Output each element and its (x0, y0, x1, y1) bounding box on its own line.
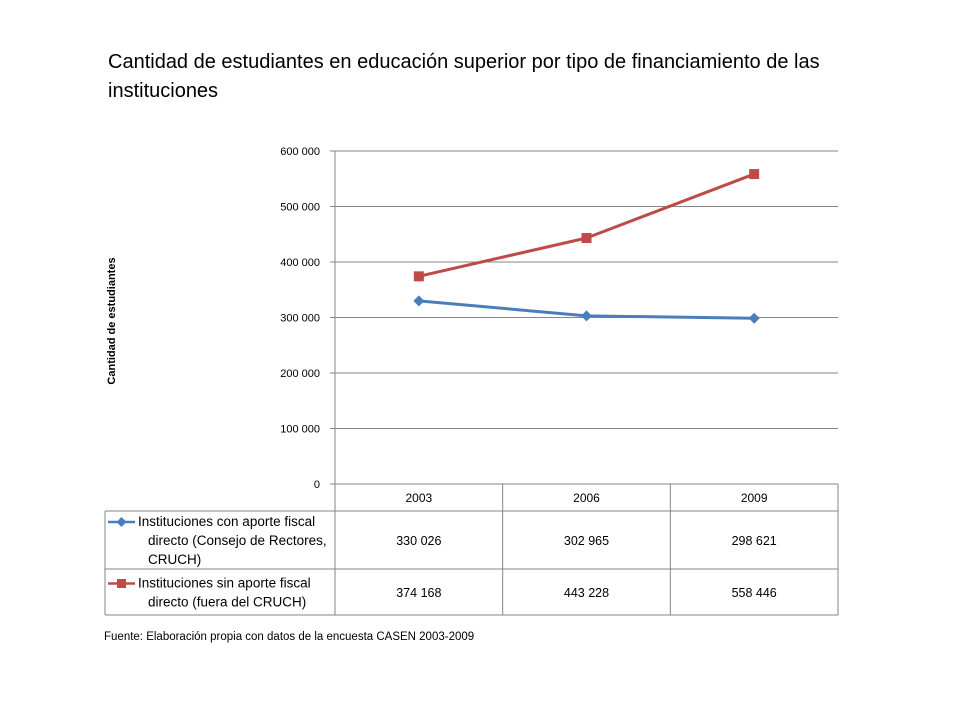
y-tick-label: 500 000 (280, 202, 320, 214)
data-table-value: 374 168 (396, 586, 441, 600)
y-tick-label: 100 000 (280, 424, 320, 436)
x-category-label: 2006 (573, 491, 600, 505)
legend-entry-text: CRUCH) (148, 552, 201, 567)
data-table-value: 298 621 (732, 534, 777, 548)
data-point-marker (748, 312, 760, 324)
chart-title: Cantidad de estudiantes en educación sup… (108, 51, 820, 102)
y-tick-label: 0 (314, 479, 320, 491)
y-tick-label: 300 000 (280, 313, 320, 325)
y-tick-label: 600 000 (280, 146, 320, 158)
legend-entry-text: Instituciones sin aporte fiscal (138, 576, 311, 591)
y-tick-label: 200 000 (280, 368, 320, 380)
legend-key-marker (116, 517, 127, 527)
source-note: Fuente: Elaboración propia con datos de … (104, 631, 475, 643)
y-tick-label: 400 000 (280, 257, 320, 269)
data-table-value: 302 965 (564, 534, 609, 548)
data-point-marker (749, 169, 760, 180)
data-table-value: 558 446 (732, 586, 777, 600)
legend-entry-text: directo (fuera del CRUCH) (148, 595, 306, 610)
series-line (418, 172, 755, 278)
legend-entry-text: Instituciones con aporte fiscal (138, 514, 315, 529)
data-point-marker (581, 233, 592, 244)
data-point-marker (413, 271, 424, 282)
data-point-marker (413, 295, 425, 307)
data-point-marker (581, 310, 592, 322)
legend-key-marker (117, 579, 126, 588)
data-table-value: 330 026 (396, 534, 441, 548)
data-table-value: 443 228 (564, 586, 609, 600)
x-category-label: 2009 (741, 491, 768, 505)
x-category-label: 2003 (405, 491, 432, 505)
legend-entry-text: directo (Consejo de Rectores, (148, 533, 327, 548)
